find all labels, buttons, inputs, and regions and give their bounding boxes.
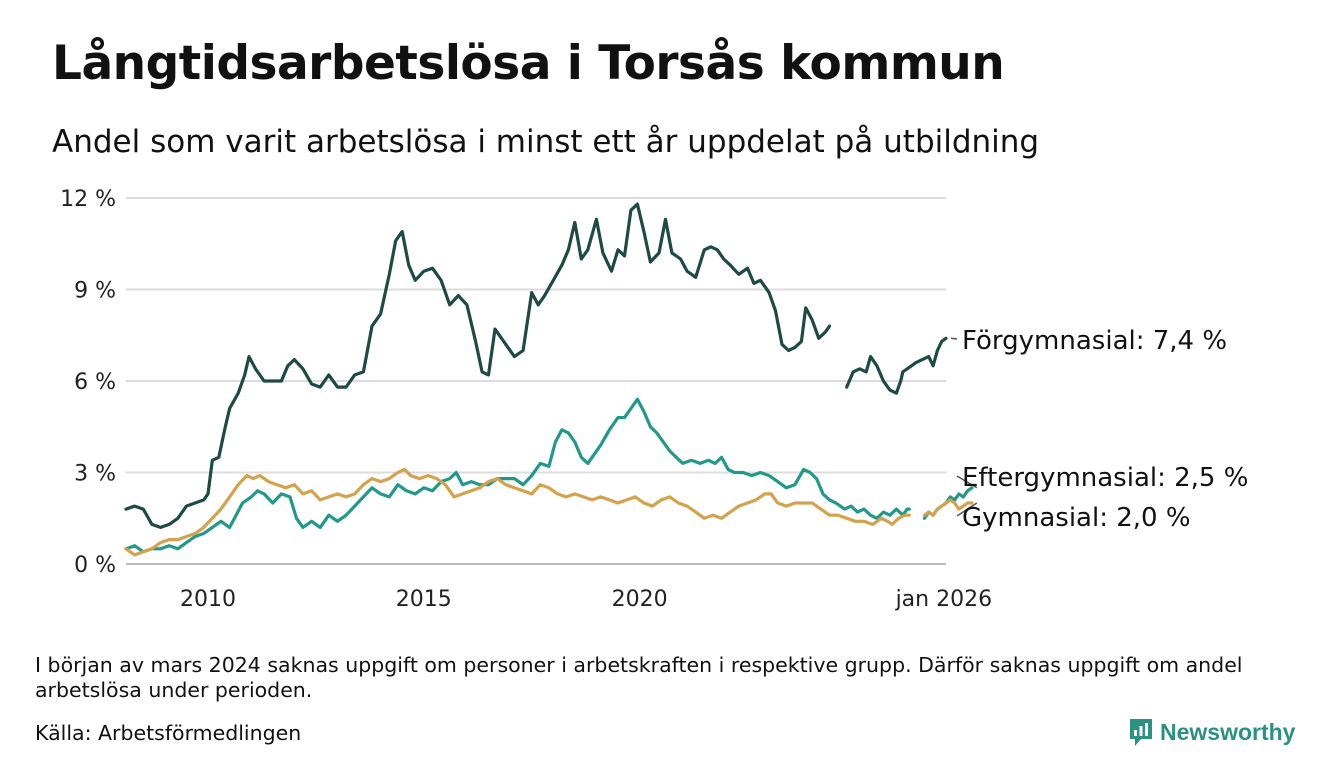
brand-logo[interactable]: Newsworthy <box>1128 717 1295 747</box>
x-tick-label: 2010 <box>180 587 236 612</box>
source-text: Källa: Arbetsförmedlingen <box>35 721 302 745</box>
line-chart: 0 % 3 % 6 % 9 % 12 % 2010 2015 2020 jan 2026 Fö… <box>60 187 1248 612</box>
y-tick-label: 3 % <box>74 462 116 487</box>
x-axis-labels: 2010 2015 2020 jan 2026 <box>180 587 992 612</box>
label-leader <box>950 337 958 340</box>
series-line <box>124 202 832 529</box>
series-end-label: Gymnasial: 2,0 % <box>962 503 1191 533</box>
y-tick-label: 0 % <box>74 553 116 578</box>
series-line <box>124 467 911 557</box>
y-axis-labels: 0 % 3 % 6 % 9 % 12 % <box>60 187 116 578</box>
series-line <box>124 397 911 554</box>
brand-name: Newsworthy <box>1160 718 1296 745</box>
series-end-label: Förgymnasial: 7,4 % <box>962 326 1227 356</box>
footnote: I början av mars 2024 saknas uppgift om … <box>35 653 1243 702</box>
series-end-label: Eftergymnasial: 2,5 % <box>962 463 1248 493</box>
label-leader <box>956 502 978 517</box>
series-lines <box>124 202 974 557</box>
x-tick-label: 2015 <box>396 587 452 612</box>
x-tick-label: 2020 <box>612 587 668 612</box>
series-line <box>845 336 948 395</box>
label-leader <box>956 475 978 489</box>
series-end-labels: Förgymnasial: 7,4 % Eftergymnasial: 2,5 %… <box>950 326 1248 533</box>
y-tick-label: 9 % <box>74 279 116 304</box>
x-tick-label: jan 2026 <box>895 587 993 612</box>
series-line <box>922 498 974 517</box>
chart-title: Långtidsarbetslösa i Torsås kommun <box>52 36 1005 91</box>
y-tick-label: 12 % <box>60 187 116 212</box>
chart-subtitle: Andel som varit arbetslösa i minst ett å… <box>52 124 1040 160</box>
newsworthy-logo-icon <box>1130 719 1152 746</box>
y-tick-label: 6 % <box>74 370 116 395</box>
